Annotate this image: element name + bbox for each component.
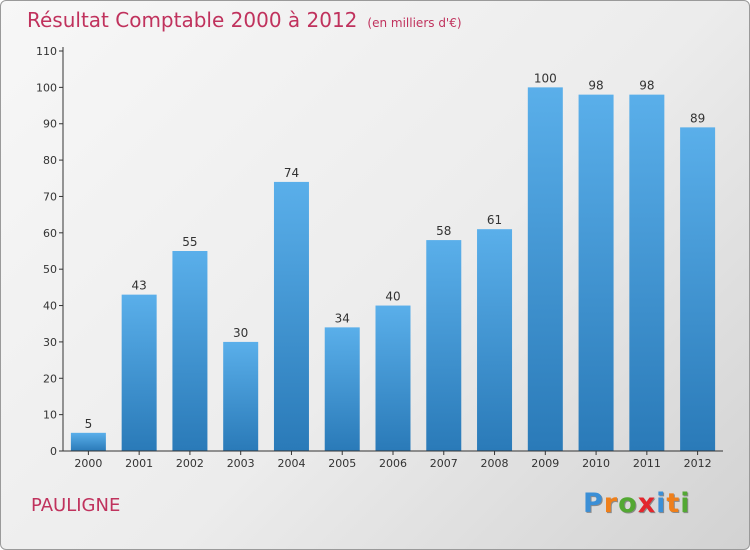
y-tick-label: 0: [50, 445, 57, 458]
logo-letter: o: [618, 488, 638, 519]
logo-letter: i: [680, 488, 691, 519]
proxiti-logo: Proxiti: [583, 488, 691, 519]
bar-2011: [629, 94, 665, 452]
value-label-2012: 89: [690, 111, 705, 125]
y-tick-label: 40: [43, 300, 57, 313]
value-label-2006: 40: [385, 290, 400, 304]
x-tick-label-2009: 2009: [531, 457, 559, 470]
y-tick-label: 10: [43, 409, 57, 422]
value-label-2005: 34: [335, 311, 350, 325]
value-label-2000: 5: [85, 417, 93, 431]
bar-2007: [426, 240, 462, 451]
value-label-2011: 98: [639, 79, 654, 93]
bar-2009: [527, 87, 563, 451]
value-label-2001: 43: [132, 279, 147, 293]
x-tick-label-2000: 2000: [74, 457, 102, 470]
bar-2012: [680, 127, 716, 451]
value-label-2009: 100: [534, 71, 557, 85]
x-tick-label-2010: 2010: [582, 457, 610, 470]
chart-title: Résultat Comptable 2000 à 2012: [27, 8, 358, 32]
y-tick-label: 20: [43, 372, 57, 385]
bar-2004: [273, 181, 309, 451]
x-tick-label-2004: 2004: [277, 457, 305, 470]
value-label-2008: 61: [487, 213, 502, 227]
bar-2006: [375, 305, 411, 451]
chart-subtitle: (en milliers d'€): [367, 16, 462, 30]
y-tick-label: 110: [36, 45, 57, 58]
bars-group: 5 43 55 30 74 34 40 58 61 100 98 98 89: [70, 71, 716, 452]
value-label-2007: 58: [436, 224, 451, 238]
y-tick-label: 70: [43, 190, 57, 203]
x-tick-label-2002: 2002: [176, 457, 204, 470]
bar-2010: [578, 94, 614, 452]
y-tick-label: 80: [43, 154, 57, 167]
x-tick-label-2001: 2001: [125, 457, 153, 470]
value-label-2003: 30: [233, 326, 248, 340]
x-tick-label-2011: 2011: [633, 457, 661, 470]
x-tick-label-2005: 2005: [328, 457, 356, 470]
value-label-2004: 74: [284, 166, 299, 180]
logo-letter: P: [583, 488, 604, 519]
logo-letter: r: [603, 488, 619, 519]
y-tick-label: 50: [43, 263, 57, 276]
logo-letter: t: [666, 488, 681, 519]
logo-letter: x: [637, 488, 657, 519]
y-tick-label: 30: [43, 336, 57, 349]
bar-2001: [121, 294, 157, 451]
y-tick-label: 60: [43, 227, 57, 240]
bar-2008: [477, 229, 513, 451]
x-tick-label-2008: 2008: [481, 457, 509, 470]
x-tick-label-2003: 2003: [227, 457, 255, 470]
bar-2005: [324, 327, 360, 451]
axes-group: 0 10 20 30 40 50 60 70 80 90 100 110 2000 2001 2002 200…: [36, 45, 723, 470]
x-tick-label-2007: 2007: [430, 457, 458, 470]
bar-2000: [70, 432, 106, 451]
bar-2002: [172, 251, 208, 451]
bar-2003: [223, 341, 259, 451]
value-label-2002: 55: [182, 235, 197, 249]
x-tick-label-2012: 2012: [684, 457, 712, 470]
title-row: Résultat Comptable 2000 à 2012 (en millie…: [27, 8, 462, 32]
x-tick-label-2006: 2006: [379, 457, 407, 470]
y-tick-label: 90: [43, 118, 57, 131]
logo-letter: i: [656, 488, 667, 519]
value-label-2010: 98: [588, 79, 603, 93]
y-tick-label: 100: [36, 81, 57, 94]
town-name: PAULIGNE: [31, 495, 121, 516]
